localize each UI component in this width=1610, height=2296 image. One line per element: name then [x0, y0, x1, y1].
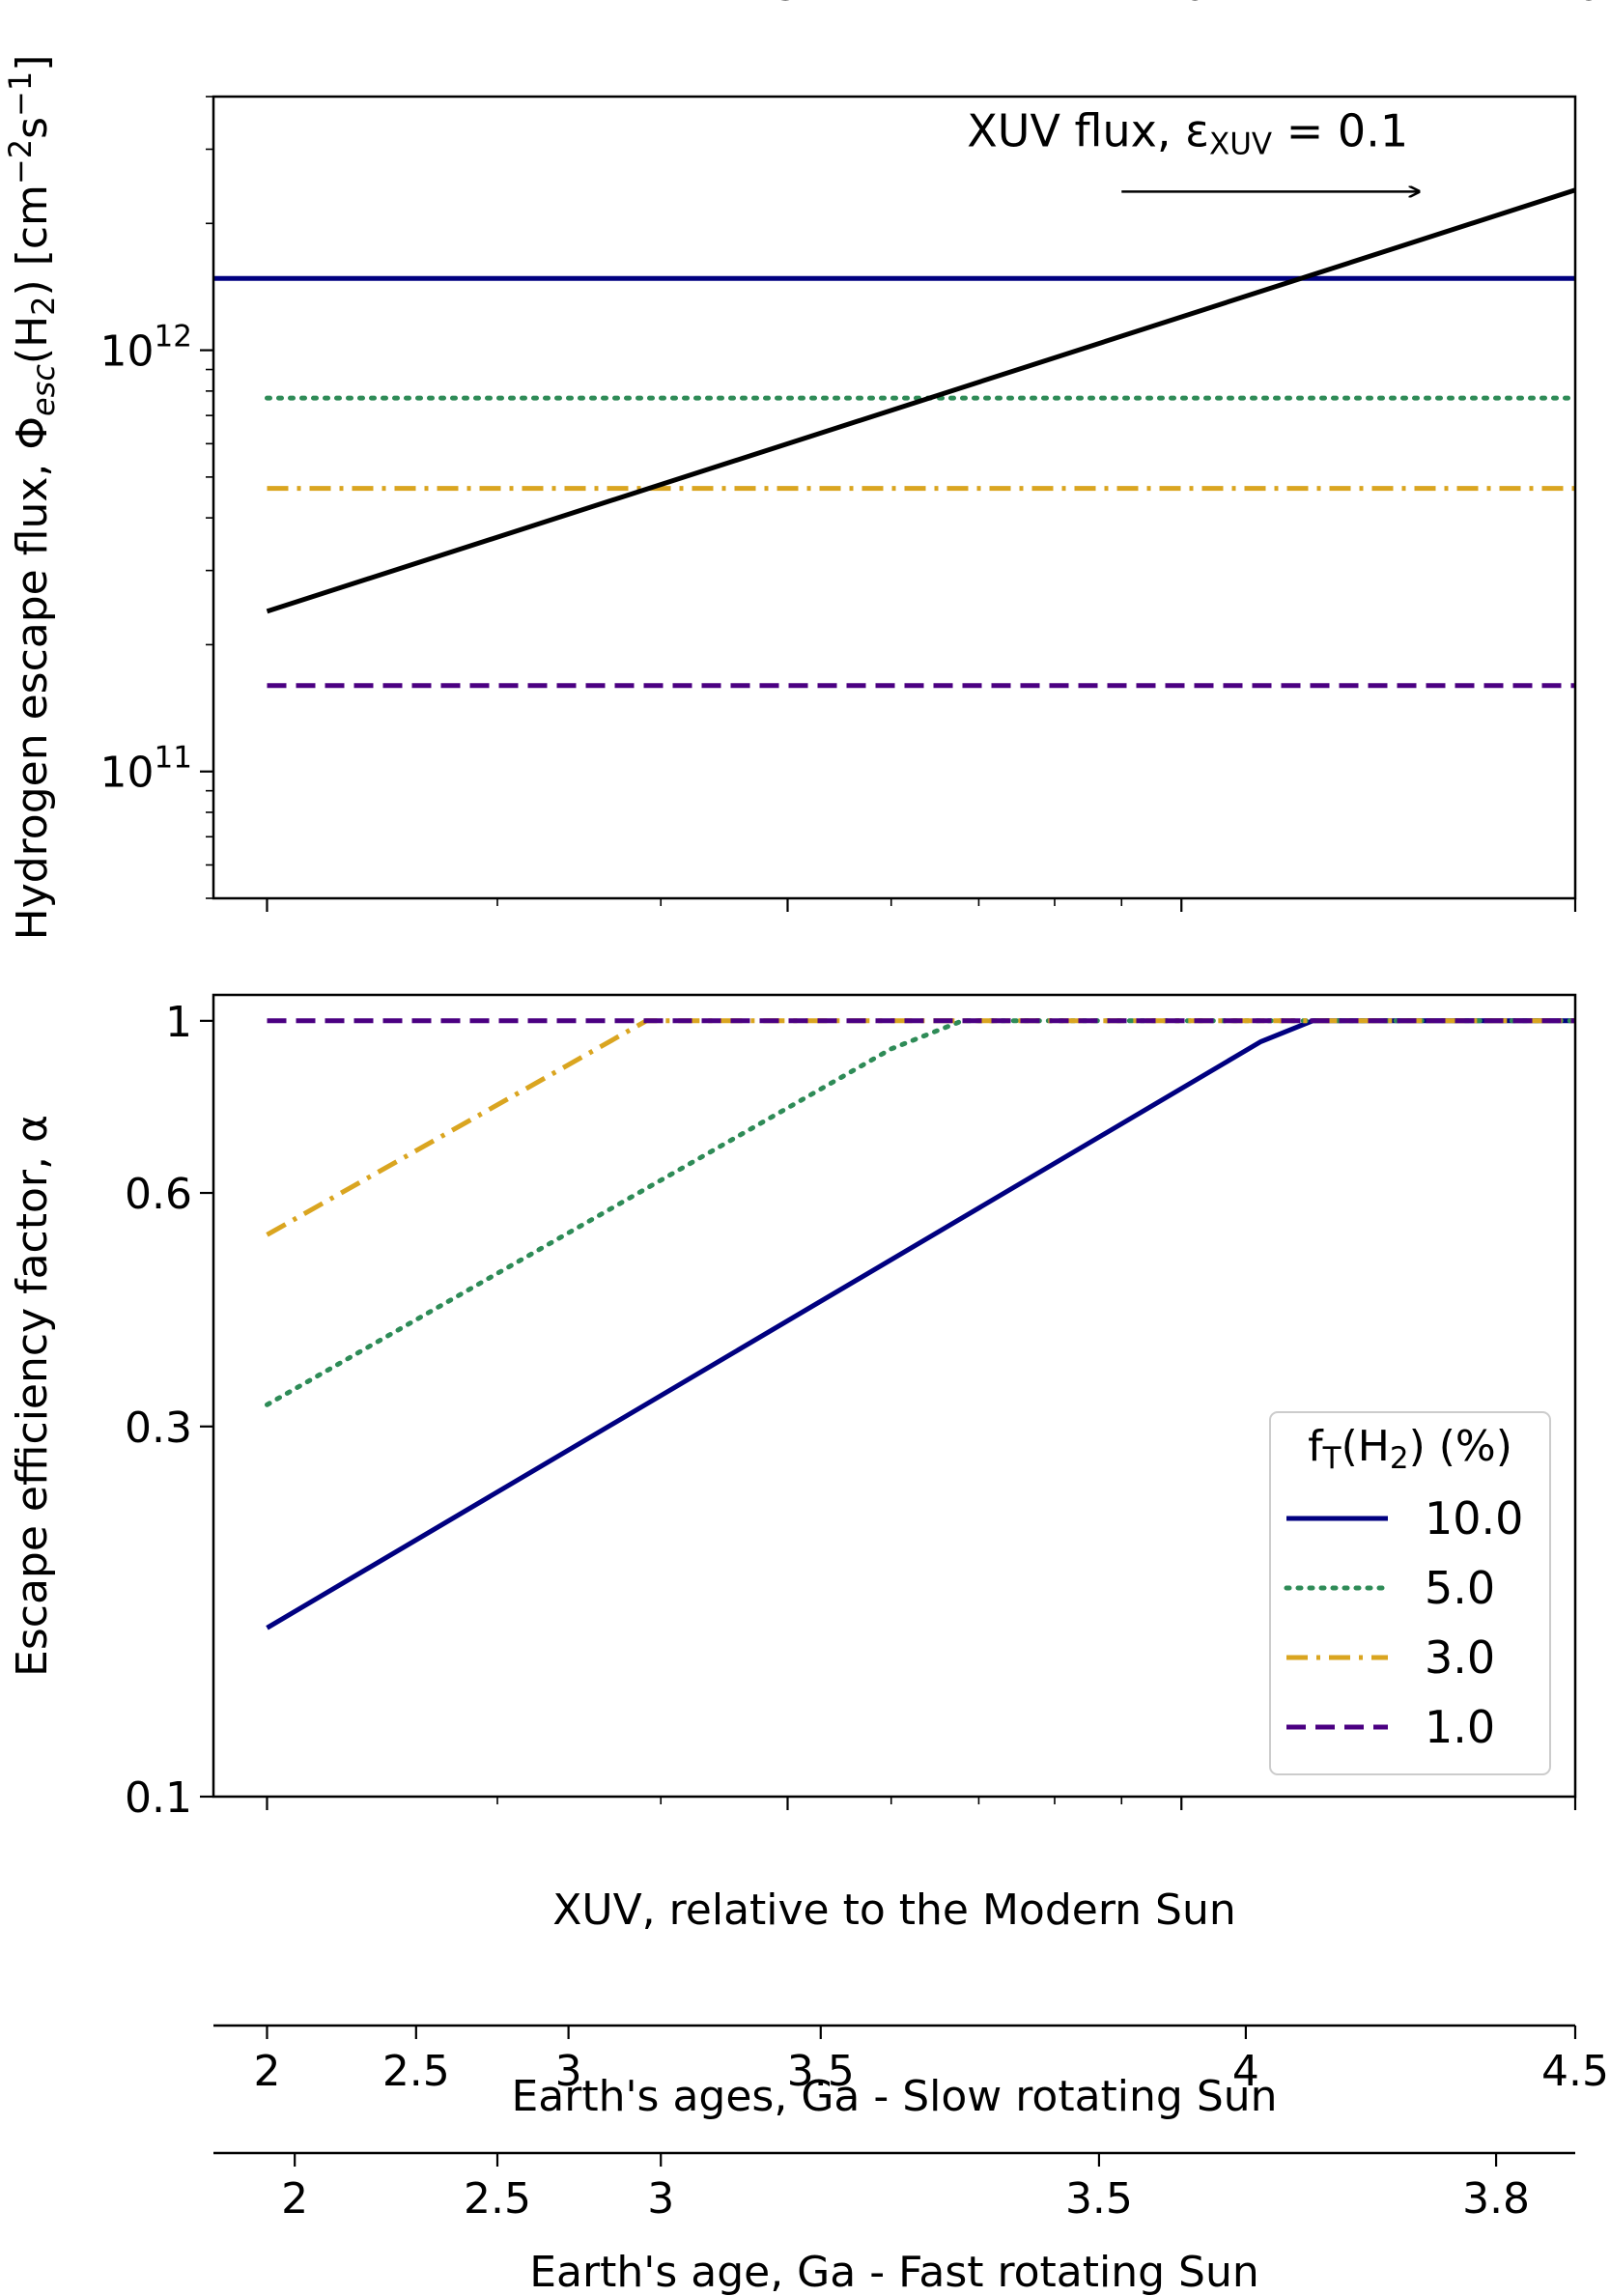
bottom-x-ticks: 2 5 10 20 [253, 0, 1602, 1810]
xuv-annotation-text: XUV flux, εXUV = 0.1 [967, 104, 1408, 161]
fast-axis-label: Earth's age, Ga - Fast rotating Sun [529, 2248, 1258, 2296]
fast-axis-tick-label: 3 [647, 2174, 674, 2224]
top-plot-frame [212, 95, 1577, 900]
xuv-annotation: XUV flux, εXUV = 0.1 [967, 104, 1419, 191]
bottom-y-tick-label: 1 [165, 998, 192, 1047]
legend-box [1269, 1411, 1551, 1775]
bottom-x-tick-label: 2 [253, 0, 280, 11]
bottom-x-tick-label: 20 [1548, 0, 1602, 11]
slow-axis-tick-label: 3 [555, 2047, 582, 2096]
bottom-series-s3-line [266, 1018, 1575, 1237]
slow-axis-label: Earth's ages, Ga - Slow rotating Sun [511, 2072, 1277, 2121]
top-y-axis-label: Hydrogen escape flux, Φesc(H2) [cm−2s−1] [2, 55, 62, 941]
top-y-tick-label: 1012 [100, 320, 192, 377]
fast-rotation-axis: 2 2.5 3 3.5 3.8 Earth's age, Ga - Fast rotat… [213, 2151, 1575, 2296]
bottom-x-axis-label: XUV, relative to the Modern Sun [552, 1885, 1236, 1935]
fast-axis-ticks: 2 2.5 3 3.5 3.8 [281, 2153, 1530, 2224]
legend-title: fT(H2) (%) [1308, 1422, 1512, 1476]
fast-axis-tick-label: 2.5 [464, 2174, 531, 2224]
top-panel: 1011 1012 XUV flux, εXUV = 0.1 Hydrogen e… [2, 55, 1578, 941]
bottom-y-ticks: 0.1 0.3 0.6 1 [125, 998, 213, 1823]
bottom-y-tick-label: 0.3 [125, 1403, 192, 1453]
fast-axis-tick-label: 2 [281, 2174, 308, 2224]
slow-axis-tick-label: 2.5 [382, 2047, 450, 2096]
fast-axis-tick-label: 3.5 [1065, 2174, 1133, 2224]
bottom-x-tick-label: 10 [1154, 0, 1208, 11]
bottom-y-tick-label: 0.6 [125, 1170, 192, 1219]
bottom-plot-frame [212, 993, 1577, 1799]
slow-rotation-axis: 2 2.5 3 3.5 4 4.5 Earth's ages, Ga - Slow rot… [213, 2024, 1609, 2121]
legend-entries: 10.0 5.0 3.0 1.0 [1284, 1492, 1523, 1753]
top-x-ticks [266, 898, 1577, 912]
bottom-x-tick-label: 5 [774, 0, 801, 11]
slow-axis-tick-label: 4.5 [1541, 2047, 1609, 2096]
bottom-y-axis-label: Escape efficiency factor, α [8, 1115, 57, 1677]
bottom-series-s5-line [265, 1018, 1578, 1407]
top-y-tick-label: 1011 [100, 741, 192, 798]
legend-label-s3: 3.0 [1425, 1631, 1495, 1684]
slow-axis-ticks: 2 2.5 3 3.5 4 4.5 [253, 2026, 1609, 2096]
legend-label-s5: 5.0 [1425, 1562, 1495, 1614]
slow-axis-tick-label: 3.5 [787, 2047, 855, 2096]
top-y-ticks: 1011 1012 [100, 96, 213, 899]
slow-axis-tick-label: 2 [253, 2047, 280, 2096]
bottom-y-tick-label: 0.1 [125, 1773, 192, 1823]
bottom-series-group [265, 1018, 1578, 1630]
legend: fT(H2) (%) 10.0 5.0 3.0 1.0 [1269, 1411, 1551, 1775]
legend-label-s1: 1.0 [1425, 1701, 1495, 1753]
fast-axis-tick-label: 3.8 [1462, 2174, 1530, 2224]
slow-axis-tick-label: 4 [1232, 2047, 1259, 2096]
top-series-xuv-line [266, 187, 1576, 614]
top-series-group [213, 187, 1578, 689]
bottom-panel: 0.1 0.3 0.6 1 2 5 10 20 Escape efficiency fact… [8, 0, 1602, 1935]
legend-label-s10: 10.0 [1425, 1492, 1523, 1545]
